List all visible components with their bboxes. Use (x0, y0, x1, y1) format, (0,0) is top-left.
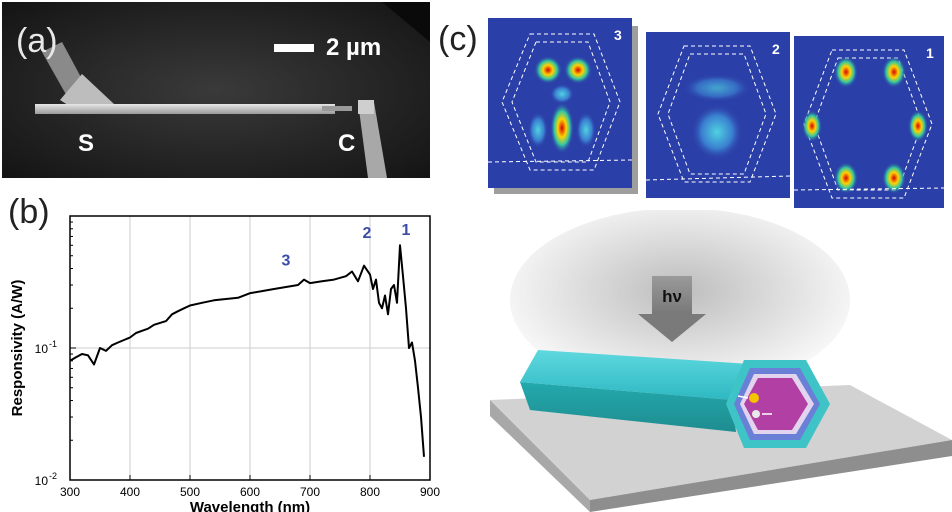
mode-annotation: 1 (402, 222, 411, 239)
x-tick-label: 800 (360, 485, 380, 499)
x-tick-label: 600 (240, 485, 260, 499)
mode-field-maps: 3 2 1 (488, 18, 945, 208)
mode-map-2: 2 (645, 32, 791, 198)
x-tick-label: 700 (300, 485, 320, 499)
mode-map-1: 1 (793, 36, 945, 208)
mode-number-2: 2 (772, 41, 780, 57)
y-tick-exponent: -1 (49, 339, 57, 349)
x-tick-label: 500 (180, 485, 200, 499)
mode-number-1: 1 (926, 45, 934, 61)
mode-annotation: 3 (282, 253, 291, 270)
hole-carrier (749, 393, 759, 403)
panel-a-label: (a) (16, 22, 58, 60)
sem-image: (a) 2 µm S C (2, 2, 430, 178)
mode-number-3: 3 (614, 27, 622, 43)
scale-bar (274, 44, 314, 52)
contact-label: C (338, 130, 356, 157)
scale-bar-label: 2 µm (326, 34, 382, 61)
light-arrow: hν (638, 276, 706, 342)
responsivity-series-line (69, 244, 425, 457)
source-label: S (78, 130, 95, 157)
sem-micrograph (2, 2, 430, 178)
mode-annotation: 2 (363, 225, 372, 242)
x-axis-label: Wavelength (nm) (190, 499, 310, 512)
panel-c-label: (c) (438, 20, 478, 58)
y-tick-label: 10 (35, 342, 49, 356)
device-schematic: hν (490, 210, 952, 512)
y-tick-exponent: -2 (49, 471, 57, 481)
nanowire-schematic (520, 350, 830, 448)
x-tick-label: 400 (120, 485, 140, 499)
y-tick-label: 10 (35, 474, 49, 488)
x-tick-label: 900 (420, 485, 440, 499)
panel-b-label: (b) (8, 193, 50, 231)
light-label: hν (662, 287, 682, 306)
contact-electrode (358, 102, 387, 178)
x-tick-label: 300 (60, 485, 80, 499)
mode-map-3: 3 (488, 18, 638, 194)
y-axis-label: Responsivity (A/W) (9, 280, 26, 417)
nanowire (35, 104, 335, 114)
electron-carrier (752, 410, 760, 418)
